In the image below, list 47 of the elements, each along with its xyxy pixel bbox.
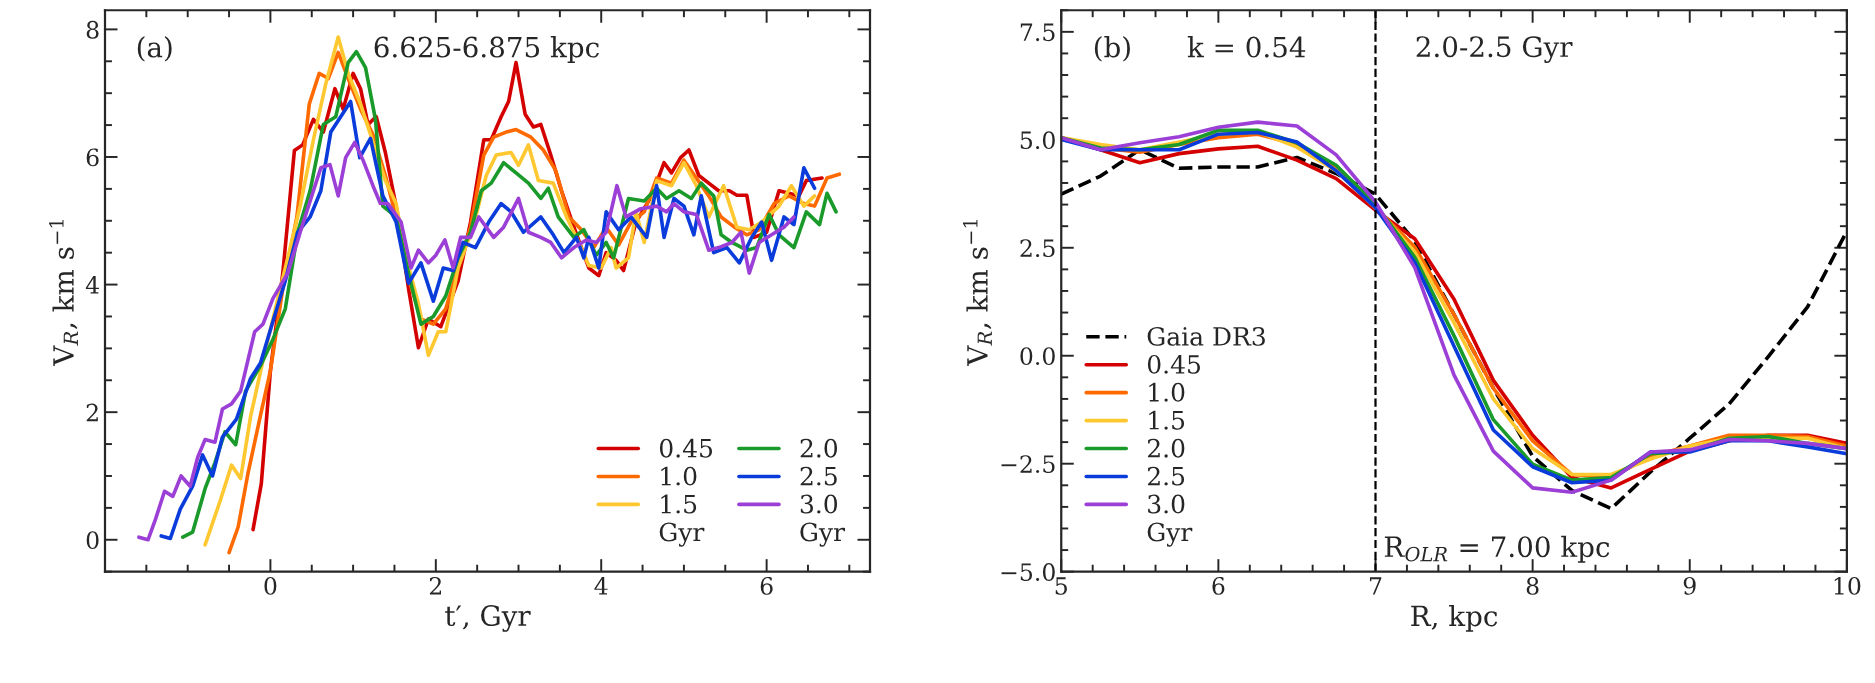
legend-label: 3.0 [800,494,838,514]
annotation: R$_{OLR}$ = 7.00 kpc [1384,535,1610,563]
y-tick-label: −2.5 [1001,455,1055,474]
legend-title: Gyr [1147,522,1193,547]
y-tick-label: 7.5 [1020,23,1055,42]
y-tick-label: 0 [86,531,99,550]
x-axis-title: R, kpc [1411,604,1498,632]
annotation: (a) [137,36,172,62]
legend-label: 2.0 [800,438,838,458]
annotation: 2.0-2.5 Gyr [1416,36,1573,63]
legend-label: Gaia DR3 [1147,326,1265,346]
annotation: k = 0.54 [1187,36,1306,58]
x-tick-label: 6 [760,576,773,595]
y-axis-title: V$_{R}$, km s$^{−1}$ [49,219,78,366]
legend-label: 1.0 [1149,382,1185,402]
legend-label: 1.5 [661,494,697,514]
y-tick-label: 5.0 [1020,131,1055,150]
annotation: (b) [1094,36,1130,62]
legend-label: 0.45 [659,438,713,458]
legend-label: 0.45 [1147,354,1200,374]
y-tick-label: 2 [86,403,98,422]
legend-label: 2.0 [1147,438,1185,458]
annotation: 6.625-6.875 kpc [374,36,599,63]
y-tick-label: 8 [86,20,99,39]
x-tick-label: 9 [1683,576,1696,595]
legend-label: 3.0 [1148,494,1185,514]
legend-label: 1.0 [661,466,697,486]
y-tick-label: 6 [86,148,99,167]
y-tick-label: 4 [85,276,99,294]
y-axis-title: V$_{R}$, km s$^{−1}$ [963,219,992,366]
x-tick-label: 5 [1055,577,1067,595]
x-tick-label: 10 [1834,576,1861,595]
y-tick-label: 0.0 [1020,347,1055,366]
x-tick-label: 6 [1212,576,1225,595]
legend-label: 1.5 [1149,410,1185,430]
y-tick-label: 2.5 [1020,239,1055,258]
x-tick-label: 4 [594,576,608,595]
x-tick-label: 7 [1369,577,1382,595]
x-tick-label: 8 [1526,576,1539,595]
legend-label: 2.5 [1147,466,1185,486]
x-tick-label: 0 [264,576,277,595]
text: Gyr [800,522,845,547]
legend-title: Gyr [659,522,705,547]
legend-label: 2.5 [800,466,837,486]
y-tick-label: −5.0 [1001,563,1055,581]
x-axis-title: t′, Gyr [445,605,531,632]
x-tick-label: 2 [429,576,442,595]
